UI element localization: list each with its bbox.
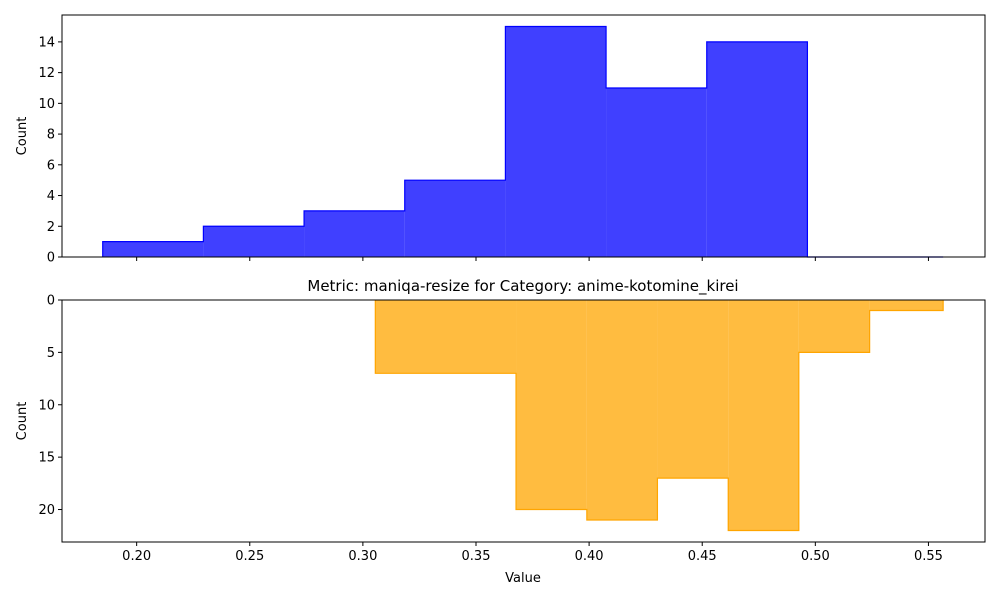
top-y-tick-label: 10 [38,97,55,112]
bottom-y-tick-label: 5 [47,346,55,361]
bottom-y-tick-label: 0 [47,294,55,309]
bottom-y-tick-label: 15 [38,451,55,466]
top-histogram-outline [102,25,944,258]
bottom-histogram-bar [728,300,799,531]
top-y-tick-label: 6 [47,158,55,173]
top-histogram-bar [706,41,808,258]
bottom-chart-title: Metric: maniqa-resize for Category: anim… [307,277,738,296]
bottom-x-tick-label: 0.50 [801,549,830,564]
bottom-x-tick-label: 0.30 [348,549,377,564]
bottom-plot-area [374,300,944,532]
bottom-x-tick-label: 0.55 [914,549,943,564]
top-x-ticks [136,257,929,261]
bottom-histogram-bar [657,300,729,479]
bottom-x-tick-label: 0.40 [575,549,604,564]
bottom-y-tick-label: 10 [38,398,55,413]
bottom-axes-frame [61,299,986,543]
bottom-x-tick-label: 0.45 [688,549,717,564]
bottom-histogram-outline [374,300,944,532]
top-histogram-bar [304,210,405,257]
top-panel: 0 2 4 6 8 10 12 14 Count [15,14,986,266]
bottom-histogram-bar [798,300,870,353]
top-y-tick-label: 0 [47,251,55,266]
top-y-tick-label: 8 [47,128,55,143]
top-plot-area [102,25,944,258]
top-histogram-bar [404,180,506,257]
bottom-histogram-bar [375,300,517,374]
bottom-y-tick-label: 20 [38,503,55,518]
bottom-histogram-bar [586,300,658,520]
top-histogram-bar [102,241,204,257]
bottom-x-tick-label: 0.35 [462,549,491,564]
top-y-tick-label: 4 [47,189,55,204]
bottom-x-ticks: 0.20 0.25 0.30 0.35 0.40 0.45 0.50 0.55 [122,542,943,564]
top-histogram-bar [203,226,305,257]
top-y-tick-label: 12 [38,66,55,81]
top-histogram-bar [606,87,707,257]
bottom-panel: Metric: maniqa-resize for Category: anim… [15,277,986,586]
bottom-x-tick-label: 0.25 [235,549,264,564]
bottom-x-tick-label: 0.20 [122,549,151,564]
top-axes-frame [61,14,986,258]
bottom-x-axis-label: Value [505,571,541,586]
bottom-histogram-bar [869,300,944,311]
top-y-ticks: 0 2 4 6 8 10 12 14 [38,35,62,266]
top-histogram-bar [505,26,607,258]
bottom-y-axis-label: Count [15,402,30,441]
bottom-y-ticks: 0 5 10 15 20 [38,294,62,518]
top-y-tick-label: 14 [38,35,55,50]
top-y-tick-label: 2 [47,220,55,235]
top-y-axis-label: Count [15,117,30,156]
bottom-histogram-bar [516,300,587,510]
